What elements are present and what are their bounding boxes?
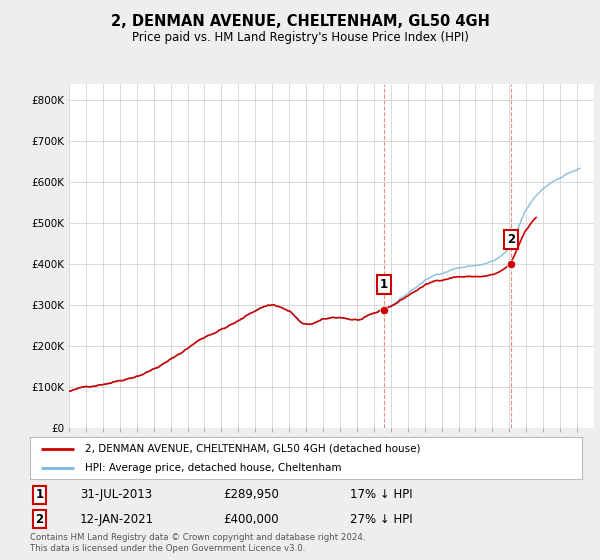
Text: 1: 1 [380, 278, 388, 291]
Text: 27% ↓ HPI: 27% ↓ HPI [350, 512, 413, 526]
Text: £289,950: £289,950 [223, 488, 279, 501]
Text: Contains HM Land Registry data © Crown copyright and database right 2024.
This d: Contains HM Land Registry data © Crown c… [30, 533, 365, 553]
Text: 31-JUL-2013: 31-JUL-2013 [80, 488, 152, 501]
Text: 2, DENMAN AVENUE, CHELTENHAM, GL50 4GH (detached house): 2, DENMAN AVENUE, CHELTENHAM, GL50 4GH (… [85, 444, 421, 454]
Text: 2, DENMAN AVENUE, CHELTENHAM, GL50 4GH: 2, DENMAN AVENUE, CHELTENHAM, GL50 4GH [110, 14, 490, 29]
Text: 2: 2 [506, 234, 515, 246]
Text: 1: 1 [35, 488, 44, 501]
Text: 2: 2 [35, 512, 44, 526]
Text: 17% ↓ HPI: 17% ↓ HPI [350, 488, 413, 501]
Text: £400,000: £400,000 [223, 512, 279, 526]
Text: HPI: Average price, detached house, Cheltenham: HPI: Average price, detached house, Chel… [85, 463, 342, 473]
Text: 12-JAN-2021: 12-JAN-2021 [80, 512, 154, 526]
Text: Price paid vs. HM Land Registry's House Price Index (HPI): Price paid vs. HM Land Registry's House … [131, 31, 469, 44]
